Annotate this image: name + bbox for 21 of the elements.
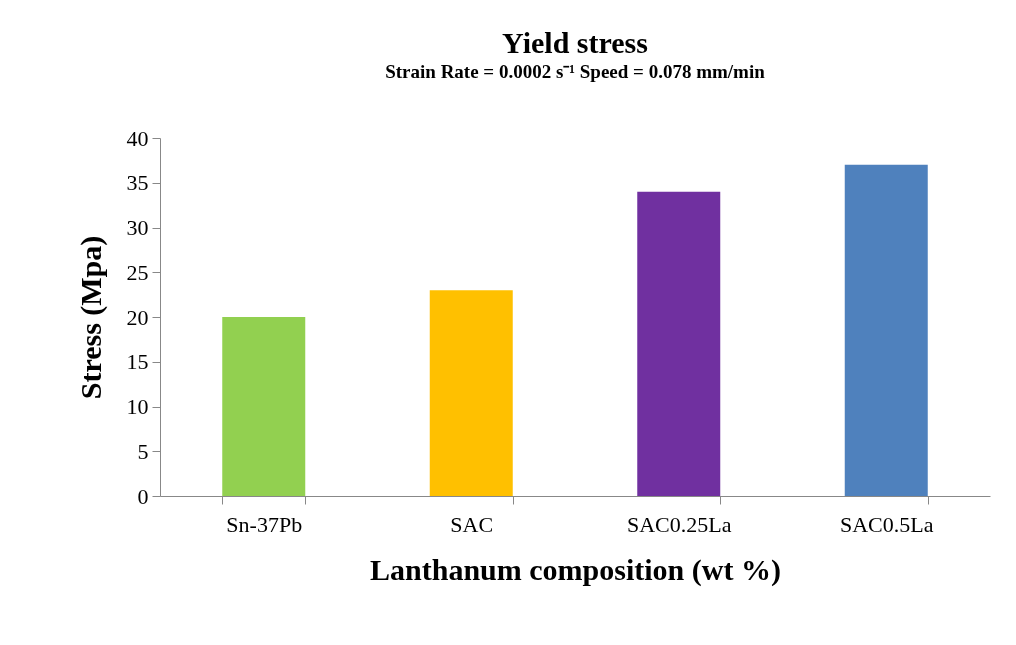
y-axis-title: Stress (Mpa) — [73, 235, 108, 400]
bar — [429, 290, 513, 496]
x-tick-label: SAC0.25La — [627, 511, 732, 537]
bar — [222, 317, 306, 496]
y-tick-label: 20 — [126, 304, 149, 330]
y-tick-label: 25 — [126, 259, 149, 285]
y-tick-label: 35 — [126, 170, 149, 196]
bar — [844, 164, 928, 496]
y-tick-label: 40 — [126, 125, 149, 151]
chart-title: Yield stress — [502, 26, 648, 59]
bar — [637, 191, 721, 496]
x-tick-label: SAC0.5La — [840, 511, 934, 537]
chart-subtitle: Strain Rate = 0.0002 s⁻¹ Speed = 0.078 mm/min — [385, 61, 766, 82]
y-tick-label: 5 — [137, 438, 149, 464]
y-tick-label: 15 — [126, 349, 149, 375]
x-tick-label: SAC — [450, 511, 494, 537]
y-tick-label: 0 — [137, 483, 149, 509]
y-tick-label: 30 — [126, 215, 149, 240]
x-tick-label: Sn-37Pb — [226, 511, 303, 537]
x-axis-title: Lanthanum composition (wt %) — [370, 552, 781, 587]
y-tick-label: 10 — [126, 394, 149, 419]
